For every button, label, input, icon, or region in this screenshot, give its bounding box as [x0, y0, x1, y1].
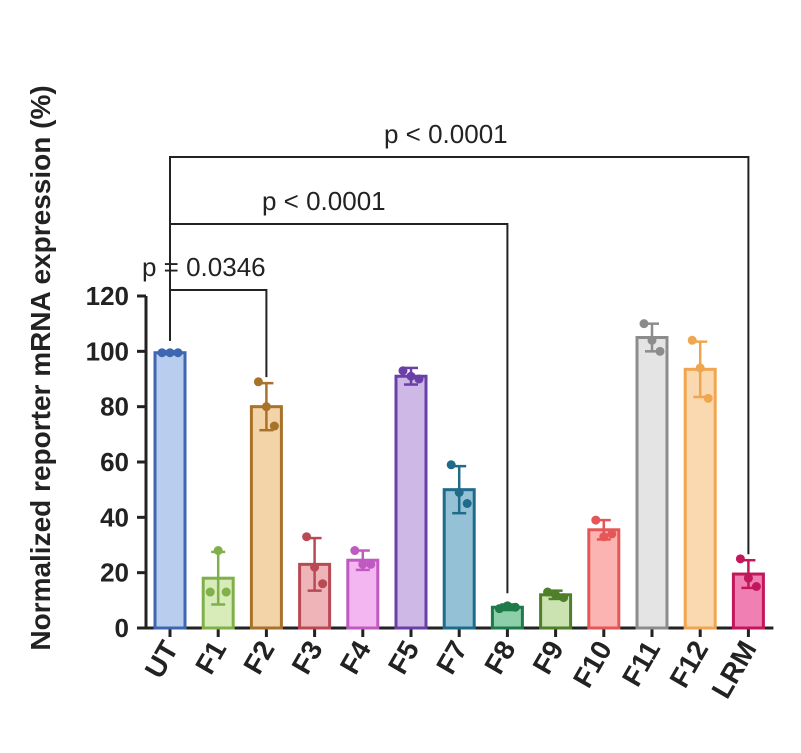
x-tick-label: F1 [189, 636, 232, 680]
data-point [205, 587, 215, 597]
x-tick-label: UT [139, 636, 185, 684]
data-point [302, 532, 312, 542]
data-point [703, 393, 713, 403]
significance-annotations: p = 0.0346 p < 0.0001 p < 0.0001 [142, 119, 750, 594]
data-point [735, 554, 745, 564]
y-tick-label: 20 [100, 558, 129, 588]
data-point [559, 593, 569, 603]
data-point [454, 487, 464, 497]
bar-F12 [683, 367, 717, 630]
x-tick-label: F9 [527, 636, 570, 680]
data-point [551, 590, 561, 600]
data-point [261, 402, 271, 412]
x-tick-label: F2 [237, 636, 280, 680]
data-point [350, 546, 360, 556]
data-point [366, 559, 376, 569]
x-tick-label: F3 [286, 636, 329, 680]
p-value-label: p < 0.0001 [262, 186, 386, 216]
significance-bracket [169, 156, 750, 555]
data-point [406, 371, 416, 381]
data-point [502, 601, 512, 611]
bar-F11 [635, 336, 669, 630]
bar-UT [153, 351, 187, 630]
data-point [599, 532, 609, 542]
data-point [310, 562, 320, 572]
data-point [414, 374, 424, 384]
data-point [543, 587, 553, 597]
x-tick-label: F11 [616, 636, 666, 692]
y-axis-label: Normalized reporter mRNA expression (%) [25, 85, 56, 650]
data-point [157, 348, 167, 358]
data-point [639, 319, 649, 329]
y-tick-label: 80 [100, 392, 129, 422]
y-tick-label: 120 [86, 281, 129, 311]
bar-F2 [249, 405, 283, 630]
data-point [398, 366, 408, 376]
p-value-label: p < 0.0001 [384, 119, 508, 149]
data-point [221, 587, 231, 597]
bar-F5 [394, 374, 428, 630]
data-point [591, 515, 601, 525]
x-tick-label: F5 [382, 636, 425, 680]
x-tick-label: F10 [567, 636, 618, 693]
data-point [687, 335, 697, 345]
x-tick-label: F7 [430, 636, 473, 680]
data-point [751, 582, 761, 591]
data-point [253, 377, 263, 387]
data-point [318, 579, 328, 589]
data-point [173, 348, 183, 358]
y-tick-label: 40 [100, 502, 129, 532]
x-tick-label: F8 [478, 636, 521, 680]
bar-F10 [587, 528, 621, 630]
data-point [655, 346, 665, 356]
p-value-label: p = 0.0346 [142, 252, 266, 282]
y-tick-label: 60 [100, 447, 129, 477]
data-point [358, 559, 368, 569]
data-point [165, 348, 175, 358]
data-point [647, 335, 657, 345]
data-point [213, 546, 223, 556]
data-point [269, 421, 279, 431]
y-tick-label: 100 [86, 336, 129, 366]
data-point [494, 604, 504, 614]
x-tick-label: LRM [705, 636, 762, 704]
data-point [743, 573, 753, 583]
data-point [462, 499, 472, 508]
bars [153, 319, 765, 630]
x-tick-label: F4 [334, 635, 377, 679]
data-point [607, 529, 617, 539]
data-point [695, 363, 705, 373]
y-tick-label: 0 [115, 613, 129, 643]
data-point [510, 602, 520, 612]
data-point [446, 460, 456, 470]
